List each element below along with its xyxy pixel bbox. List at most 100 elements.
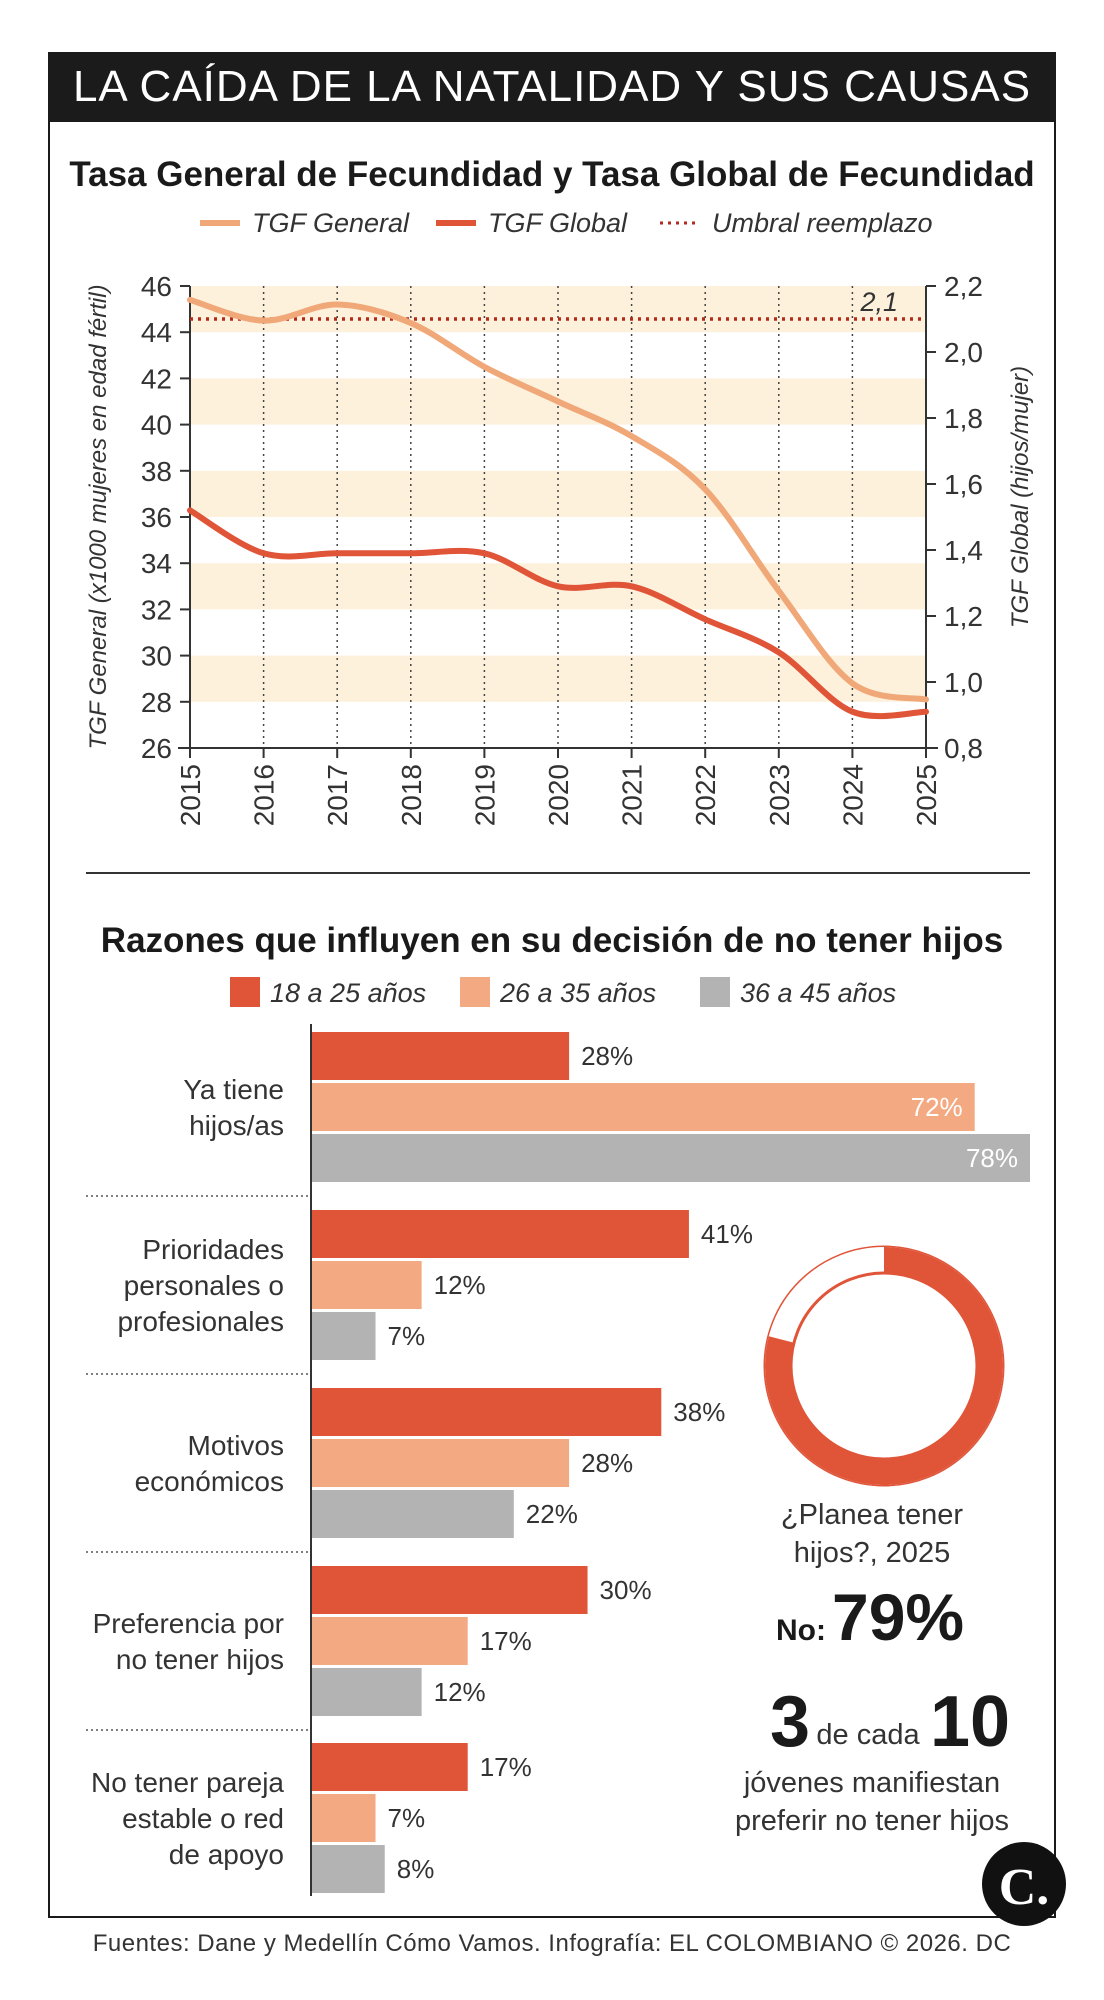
donut-inner-outline [789, 1271, 979, 1461]
left-tick-label: 34 [141, 548, 172, 579]
legend-tgf-general-label: TGF General [252, 208, 410, 238]
left-tick-label: 40 [141, 410, 172, 441]
bar-36-a-45-años [311, 1312, 376, 1360]
left-tick-label: 46 [141, 271, 172, 302]
bar-value-label: 7% [388, 1803, 426, 1833]
left-tick-label: 36 [141, 502, 172, 533]
left-tick-label: 32 [141, 594, 172, 625]
donut-slice-no [765, 1247, 1003, 1485]
bar-value-label: 41% [701, 1219, 753, 1249]
x-tick-label: 2020 [543, 764, 574, 826]
bar-18-a-25-años [311, 1032, 570, 1080]
bar-value-label: 28% [581, 1041, 633, 1071]
left-tick-label: 28 [141, 687, 172, 718]
right-axis-label: TGF Global (hijos/mujer) [1007, 366, 1034, 628]
left-tick-label: 26 [141, 733, 172, 764]
bar-value-label: 28% [581, 1448, 633, 1478]
donut-no-label: No: [776, 1614, 826, 1647]
bar-26-a-35-años [311, 1439, 570, 1487]
bar-18-a-25-años [311, 1388, 662, 1436]
bar-value-label: 22% [526, 1499, 578, 1529]
line-chart: 26 28 30 32 34 36 38 40 42 44 46 0,8 1,0 1,2 1,4 1,6 1,8… [85, 271, 1034, 826]
banner-title: LA CAÍDA DE LA NATALIDAD Y SUS CAUSAS [48, 52, 1056, 122]
x-tick-label: 2015 [175, 764, 206, 826]
x-tick-label: 2017 [322, 764, 353, 826]
logo-icon: C. [982, 1842, 1066, 1926]
x-tick-label: 2019 [469, 764, 500, 826]
bar-26-a-35-años [311, 1617, 468, 1665]
legend-age-swatch [230, 977, 260, 1007]
bar-value-label: 17% [480, 1626, 532, 1656]
bar-36-a-45-años [311, 1134, 1030, 1182]
right-tick-label: 1,2 [944, 601, 983, 632]
line-chart-title: Tasa General de Fecundidad y Tasa Global… [69, 155, 1034, 194]
stat-line2: preferir no tener hijos [735, 1805, 1009, 1837]
donut-caption-line2: hijos?, 2025 [794, 1537, 950, 1569]
line-chart-legend: TGF General TGF Global Umbral reemplazo [200, 208, 933, 238]
left-tick-label: 44 [141, 317, 172, 348]
x-tick-label: 2018 [396, 764, 427, 826]
left-tick-label: 38 [141, 456, 172, 487]
category-label: estable o red [122, 1803, 284, 1834]
legend-age-label: 18 a 25 años [270, 978, 426, 1008]
legend-age-label: 36 a 45 años [740, 978, 896, 1008]
logo-letter: C. [999, 1859, 1050, 1916]
category-label: Prioridades [142, 1234, 284, 1265]
bar-26-a-35-años [311, 1083, 975, 1131]
bar-value-label: 12% [434, 1270, 486, 1300]
right-tick-label: 2,2 [944, 271, 983, 302]
bar-value-label: 17% [480, 1752, 532, 1782]
x-tick-label: 2016 [249, 764, 280, 826]
right-tick-label: 1,6 [944, 469, 983, 500]
bar-value-label: 12% [434, 1677, 486, 1707]
grid-band [190, 470, 926, 517]
bar-18-a-25-años [311, 1743, 468, 1791]
category-label: Motivos [188, 1430, 284, 1461]
stat-line1: jóvenes manifiestan [743, 1767, 1000, 1799]
bar-26-a-35-años [311, 1261, 422, 1309]
legend-age-swatch [700, 977, 730, 1007]
right-tick-label: 2,0 [944, 337, 983, 368]
right-tick-label: 1,8 [944, 403, 983, 434]
left-tick-label: 42 [141, 363, 172, 394]
series-tgf-global [187, 507, 929, 720]
category-label: hijos/as [189, 1110, 284, 1141]
bar-value-label: 7% [388, 1321, 426, 1351]
category-label: económicos [135, 1466, 284, 1497]
x-tick-label: 2025 [911, 764, 942, 826]
x-tick-label: 2024 [837, 764, 868, 826]
bar-value-label: 38% [673, 1397, 725, 1427]
stat-number-10: 10 [930, 1682, 1010, 1762]
legend-age-label: 26 a 35 años [499, 978, 656, 1008]
bar-26-a-35-años [311, 1794, 376, 1842]
legend-age-swatch [460, 977, 490, 1007]
x-tick-label: 2021 [617, 764, 648, 826]
stat-de-cada: de cada [816, 1719, 920, 1751]
stat-number-3: 3 [770, 1682, 810, 1762]
source-credit: Fuentes: Dane y Medellín Cómo Vamos. Inf… [92, 1930, 1012, 1957]
bar-chart-title: Razones que influyen en su decisión de n… [101, 921, 1003, 960]
category-label: personales o [124, 1270, 284, 1301]
left-tick-label: 30 [141, 641, 172, 672]
category-label: Preferencia por [93, 1608, 284, 1639]
legend-umbral-label: Umbral reemplazo [712, 208, 933, 238]
bar-36-a-45-años [311, 1490, 514, 1538]
right-tick-label: 1,4 [944, 535, 983, 566]
x-tick-label: 2023 [764, 764, 795, 826]
bar-value-label: 72% [911, 1092, 963, 1122]
bar-value-label: 78% [966, 1143, 1018, 1173]
category-label: no tener hijos [116, 1644, 284, 1675]
threshold-label: 2,1 [859, 287, 898, 317]
donut-caption-line1: ¿Planea tener [781, 1499, 964, 1531]
left-axis-label: TGF General (x1000 mujeres en edad férti… [85, 284, 112, 749]
category-label: No tener pareja [91, 1767, 284, 1798]
category-label: Ya tiene [183, 1074, 284, 1105]
category-label: de apoyo [169, 1839, 284, 1870]
bar-chart-legend: 18 a 25 años 26 a 35 años 36 a 45 años [230, 977, 896, 1008]
bar-36-a-45-años [311, 1668, 422, 1716]
bar-36-a-45-años [311, 1845, 385, 1893]
donut-chart [763, 1245, 1005, 1487]
bar-value-label: 30% [600, 1575, 652, 1605]
bar-value-label: 8% [397, 1854, 435, 1884]
